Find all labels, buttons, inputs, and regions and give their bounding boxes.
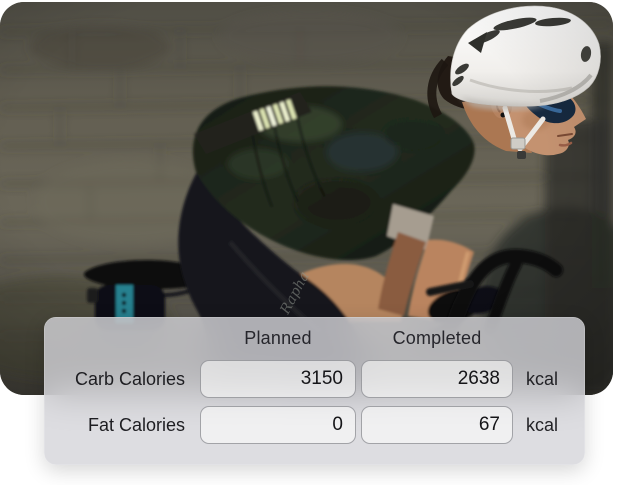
column-header-planned: Planned <box>244 328 312 348</box>
fat-unit-label: kcal <box>526 414 559 435</box>
carb-planned-input[interactable] <box>200 360 356 398</box>
row-label-fat-calories: Fat Calories <box>87 414 185 435</box>
nutrition-card: Planned Completed Carb Calories kcal Fat… <box>44 317 585 465</box>
carb-completed-input[interactable] <box>361 360 513 398</box>
fat-planned-input[interactable] <box>200 406 356 444</box>
table-row-fat-calories: Fat Calories kcal <box>44 406 585 444</box>
carb-unit-label: kcal <box>526 368 559 389</box>
row-label-carb-calories: Carb Calories <box>74 368 185 389</box>
table-row-carb-calories: Carb Calories kcal <box>44 360 585 398</box>
card-header-row: Planned Completed <box>44 317 585 360</box>
fat-completed-input[interactable] <box>361 406 513 444</box>
column-header-completed: Completed <box>392 328 482 348</box>
